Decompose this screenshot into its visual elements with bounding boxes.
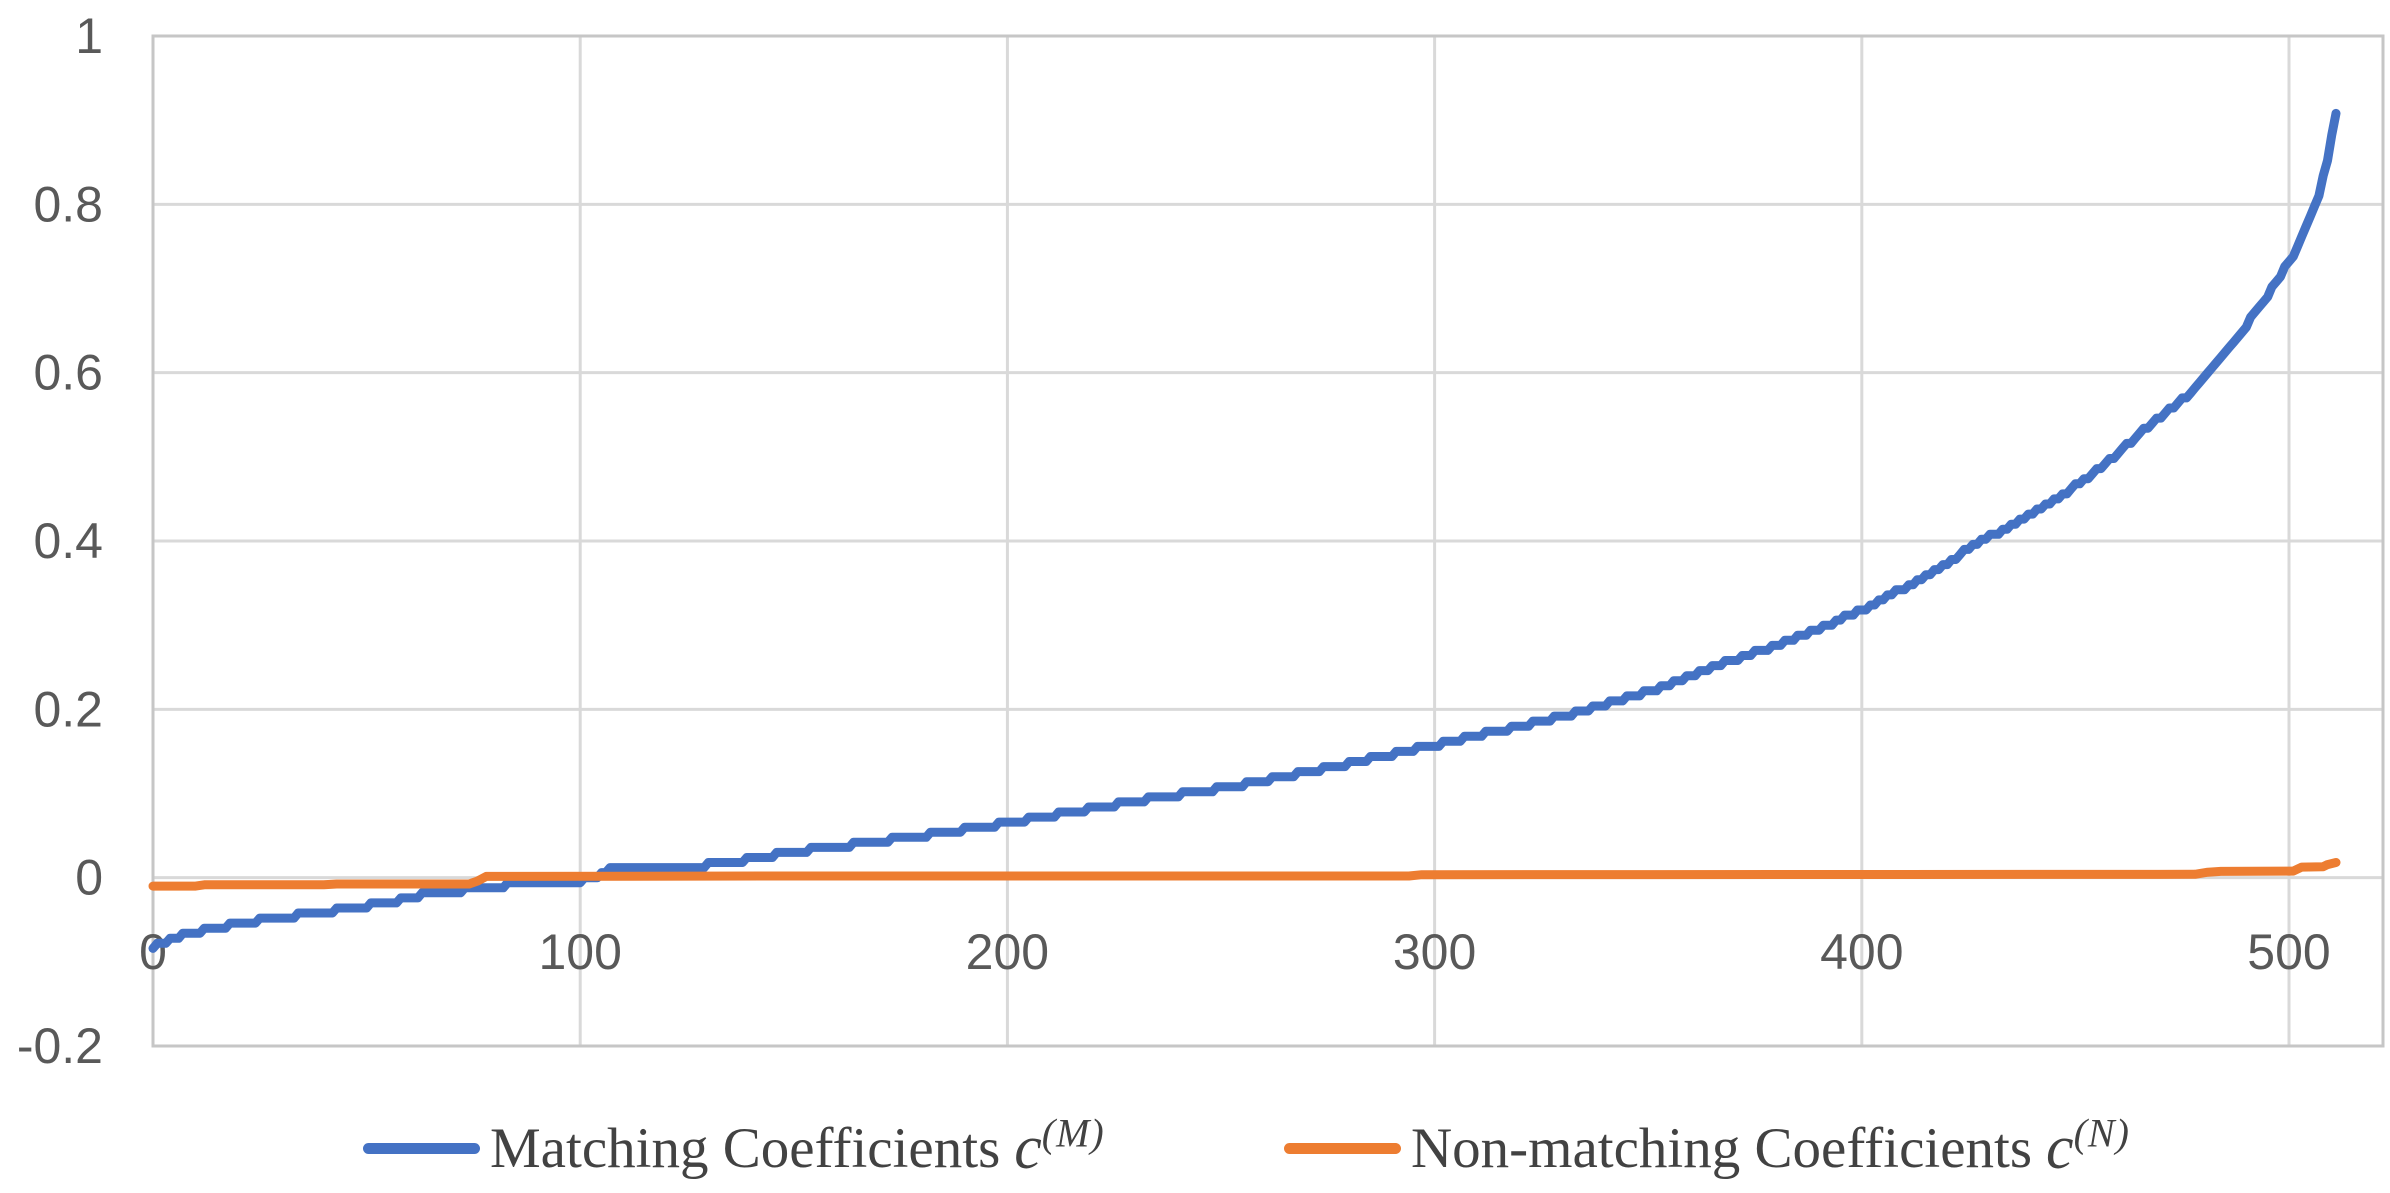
legend: Matching Coefficients c(M) Non-matching … [0,1103,2390,1193]
legend-label-nonmatching: Non-matching Coefficients [1411,1116,2033,1180]
matching-series-swatch [363,1142,480,1154]
y-tick-label: -0.2 [17,1018,103,1074]
series-line-nonmatching [148,858,2341,891]
legend-math-nonmatching: c(N) [2046,1109,2130,1182]
x-tick-label: 400 [1820,924,1903,980]
nonmatching-series-swatch [1284,1142,1401,1154]
series-line-matching [148,108,2341,953]
x-tick-label: 500 [2247,924,2330,980]
y-tick-label: 0 [75,850,103,906]
y-tick-label: 1 [75,8,103,64]
x-tick-label: 100 [538,924,621,980]
x-tick-label: 300 [1393,924,1476,980]
y-tick-label: 0.6 [33,345,103,401]
legend-item-nonmatching: Non-matching Coefficients c(N) [1284,1103,2130,1193]
y-tick-label: 0.2 [33,681,103,737]
legend-label-matching: Matching Coefficients [490,1116,1001,1180]
legend-item-matching: Matching Coefficients c(M) [363,1103,1105,1193]
legend-math-matching: c(M) [1014,1109,1105,1182]
plot-frame [151,34,2385,1048]
y-tick-label: 0.8 [33,176,103,232]
x-tick-label: 200 [966,924,1049,980]
y-tick-label: 0.4 [33,513,103,569]
